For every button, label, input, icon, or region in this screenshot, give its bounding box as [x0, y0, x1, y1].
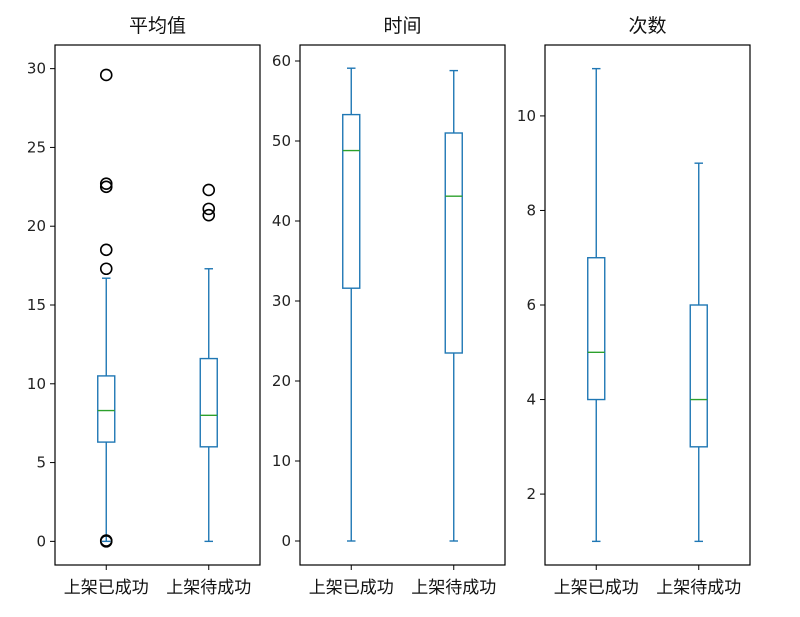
iqr-box	[444, 132, 463, 354]
axes-frame	[299, 44, 506, 566]
y-tick-label: 40	[272, 212, 291, 230]
y-tick-label: 0	[36, 532, 46, 550]
panel-title: 时间	[383, 15, 421, 37]
outlier-point	[99, 180, 113, 194]
outlier-point	[99, 177, 113, 190]
x-tick-label: 上架待成功	[411, 578, 496, 598]
box-2	[444, 69, 463, 542]
box-1	[342, 67, 361, 542]
iqr-box	[97, 375, 116, 443]
y-tick-label: 20	[27, 217, 46, 235]
panel-1: 平均值 0 5 10 15 20 25 30 上架已成功 上架待成功	[27, 15, 261, 598]
y-tick-label: 50	[272, 132, 291, 150]
y-tick-label: 30	[272, 292, 291, 310]
axes-frame	[544, 44, 751, 566]
box-2	[199, 183, 218, 543]
y-tick-label: 6	[526, 296, 536, 314]
iqr-box	[199, 357, 218, 448]
y-tick-label: 30	[27, 60, 46, 78]
x-tick-label: 上架待成功	[656, 578, 741, 598]
outlier-point	[202, 202, 216, 216]
iqr-box	[342, 113, 361, 289]
outlier-point	[202, 208, 216, 222]
box-2	[689, 162, 708, 543]
x-tick-label: 上架已成功	[309, 578, 394, 598]
outlier-point	[202, 183, 216, 197]
y-tick-label: 10	[27, 375, 46, 393]
x-tick-label: 上架待成功	[166, 578, 251, 598]
axes-frame	[54, 44, 261, 566]
y-tick-label: 60	[272, 52, 291, 70]
x-tick-label: 上架已成功	[554, 578, 639, 598]
outlier-point	[99, 535, 113, 548]
y-tick-label: 5	[36, 454, 46, 472]
y-tick-label: 8	[526, 201, 536, 219]
y-tick-label: 0	[281, 532, 291, 550]
panel-title: 平均值	[129, 15, 186, 37]
outlier-point	[99, 243, 113, 257]
y-tick-label: 2	[526, 485, 536, 503]
y-tick-label: 10	[517, 107, 536, 125]
panel-title: 次数	[628, 15, 666, 37]
iqr-box	[587, 257, 606, 401]
y-tick-label: 15	[27, 296, 46, 314]
panel-3: 次数 2 4 6 8 10 上架已成功 上架待成功	[517, 15, 751, 598]
y-tick-label: 25	[27, 138, 46, 156]
panel-2: 时间 0 10 20 30 40 50 60 上架已成功 上架待成功	[272, 15, 506, 598]
box-1	[97, 68, 116, 548]
iqr-box	[689, 304, 708, 448]
x-tick-label: 上架已成功	[64, 578, 149, 598]
outlier-point	[99, 262, 113, 276]
y-tick-label: 10	[272, 452, 291, 470]
box-1	[587, 67, 606, 543]
y-tick-label: 4	[526, 391, 536, 409]
outlier-point	[99, 68, 113, 82]
y-tick-label: 20	[272, 372, 291, 390]
